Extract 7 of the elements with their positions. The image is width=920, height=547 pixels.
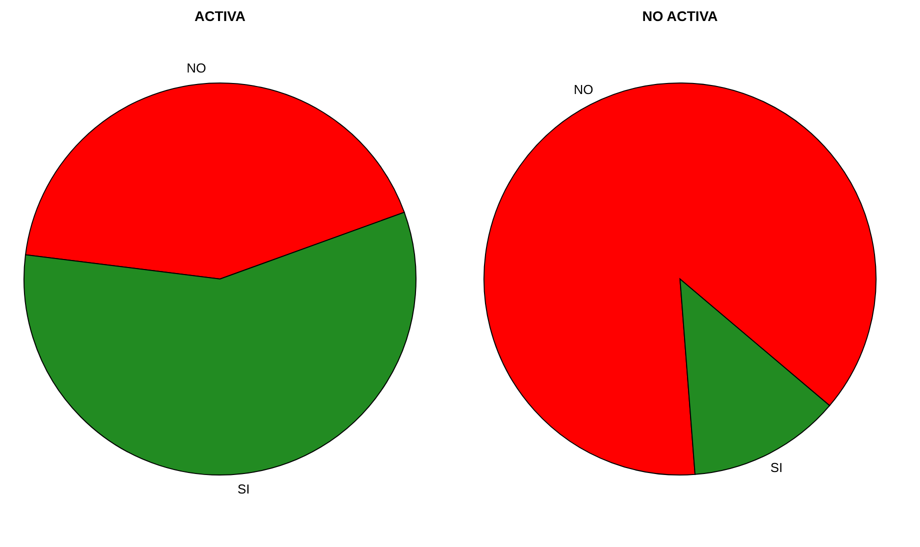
slice-label: SI bbox=[237, 482, 250, 497]
slice-label: NO bbox=[574, 82, 594, 98]
pie-slice bbox=[484, 82, 876, 476]
slice-label: NO bbox=[186, 60, 206, 76]
slice-label: SI bbox=[770, 460, 783, 475]
chart-title: ACTIVA bbox=[194, 8, 246, 24]
chart-title: NO ACTIVA bbox=[642, 8, 718, 24]
